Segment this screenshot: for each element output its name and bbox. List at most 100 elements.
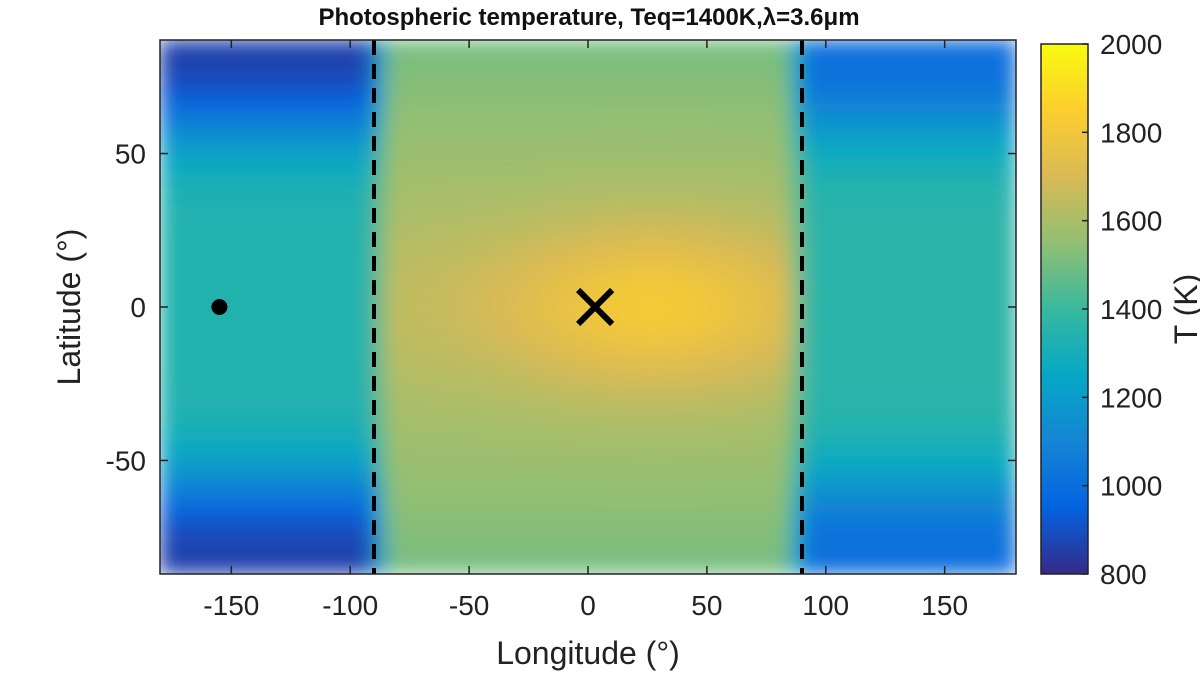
- heatmap-cell: [765, 454, 779, 471]
- heatmap-cell: [777, 173, 791, 189]
- heatmap-cell: [254, 440, 268, 456]
- heatmap-cell: [397, 440, 411, 456]
- heatmap-cell: [920, 247, 934, 263]
- y-tick-label: -50: [106, 445, 146, 476]
- heatmap-cell: [944, 454, 958, 471]
- heatmap-cell: [753, 232, 767, 249]
- heatmap-cell: [730, 514, 744, 530]
- heatmap-cell: [385, 187, 399, 204]
- heatmap-cell: [290, 365, 304, 382]
- heatmap-cell: [920, 336, 934, 352]
- heatmap-cell: [920, 484, 934, 501]
- heatmap-cell: [492, 543, 506, 560]
- heatmap-cell: [801, 469, 815, 486]
- heatmap-cell: [635, 202, 648, 219]
- heatmap-cell: [409, 469, 423, 486]
- heatmap-cell: [920, 425, 934, 441]
- heatmap-cell: [730, 321, 744, 338]
- heatmap-cell: [801, 143, 815, 160]
- heatmap-cell: [967, 291, 981, 308]
- heatmap-cell: [1003, 262, 1016, 278]
- heatmap-cell: [456, 351, 470, 367]
- heatmap-cell: [718, 262, 732, 278]
- heatmap-cell: [207, 514, 220, 530]
- heatmap-cell: [397, 173, 411, 189]
- colorbar-tick-label: 1200: [1100, 382, 1162, 413]
- heatmap-cell: [611, 247, 625, 263]
- heatmap-cell: [397, 558, 411, 574]
- heatmap-cell: [718, 529, 732, 545]
- heatmap-cell: [825, 514, 839, 530]
- heatmap-cell: [1003, 499, 1016, 516]
- heatmap-cell: [896, 113, 910, 130]
- heatmap-cell: [397, 158, 411, 174]
- heatmap-cell: [789, 306, 803, 323]
- heatmap-cell: [777, 410, 791, 427]
- heatmap-cell: [635, 484, 648, 501]
- heatmap-cell: [337, 380, 351, 397]
- heatmap-cell: [967, 321, 981, 338]
- heatmap-cell: [325, 543, 339, 560]
- heatmap-cell: [682, 425, 696, 441]
- heatmap-cell: [361, 321, 375, 338]
- heatmap-cell: [956, 469, 969, 486]
- heatmap-cell: [1003, 558, 1016, 574]
- heatmap-cell: [682, 291, 696, 308]
- heatmap-cell: [302, 351, 316, 367]
- heatmap-cell: [302, 173, 316, 189]
- heatmap-cell: [230, 276, 244, 293]
- heatmap-cell: [432, 529, 446, 545]
- heatmap-cell: [290, 54, 304, 71]
- heatmap-cell: [825, 40, 839, 56]
- heatmap-cell: [860, 143, 874, 160]
- heatmap-cell: [611, 187, 625, 204]
- heatmap-cell: [932, 40, 946, 56]
- heatmap-cell: [207, 276, 220, 293]
- heatmap-cell: [944, 113, 958, 130]
- heatmap-cell: [444, 306, 458, 323]
- heatmap-cell: [730, 187, 744, 204]
- heatmap-cell: [290, 380, 304, 397]
- heatmap-cell: [635, 40, 648, 56]
- heatmap-cell: [932, 291, 946, 308]
- heatmap-cell: [884, 291, 898, 308]
- heatmap-cell: [646, 276, 660, 293]
- heatmap-cell: [480, 425, 494, 441]
- heatmap-cell: [908, 529, 922, 545]
- heatmap-cell: [765, 395, 779, 412]
- heatmap-cell: [504, 306, 518, 323]
- heatmap-cell: [266, 202, 280, 219]
- heatmap-cell: [551, 113, 565, 130]
- heatmap-cell: [991, 440, 1005, 456]
- heatmap-cell: [373, 454, 387, 471]
- heatmap-cell: [765, 202, 779, 219]
- heatmap-cell: [765, 143, 779, 160]
- heatmap-cell: [967, 262, 981, 278]
- heatmap-cell: [813, 351, 827, 367]
- heatmap-cell: [896, 291, 910, 308]
- heatmap-cell: [837, 202, 851, 219]
- heatmap-cell: [932, 262, 946, 278]
- heatmap-cell: [849, 365, 862, 382]
- heatmap-cell: [813, 425, 827, 441]
- heatmap-cell: [920, 202, 934, 219]
- heatmap-cell: [1003, 425, 1016, 441]
- heatmap-cell: [480, 232, 494, 249]
- heatmap-cell: [860, 276, 874, 293]
- heatmap-cell: [813, 499, 827, 516]
- heatmap-cell: [599, 365, 613, 382]
- heatmap-cell: [290, 306, 304, 323]
- heatmap-cell: [730, 454, 744, 471]
- heatmap-cell: [706, 351, 720, 367]
- heatmap-cell: [290, 440, 304, 456]
- heatmap-cell: [266, 469, 280, 486]
- heatmap-cell: [706, 143, 720, 160]
- heatmap-cell: [528, 143, 541, 160]
- heatmap-cell: [896, 365, 910, 382]
- heatmap-cell: [337, 395, 351, 412]
- heatmap-cell: [504, 454, 518, 471]
- heatmap-cell: [599, 395, 613, 412]
- heatmap-cell: [539, 40, 553, 56]
- heatmap-cell: [837, 217, 851, 234]
- heatmap-cell: [979, 84, 993, 100]
